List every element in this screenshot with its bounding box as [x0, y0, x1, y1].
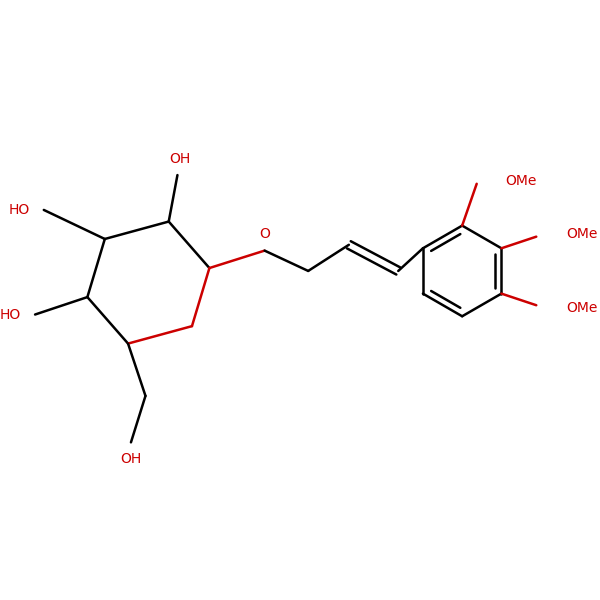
Text: HO: HO: [9, 203, 30, 217]
Text: OH: OH: [170, 152, 191, 166]
Text: OH: OH: [121, 452, 142, 466]
Text: OMe: OMe: [566, 301, 598, 315]
Text: OMe: OMe: [506, 174, 537, 188]
Text: OMe: OMe: [566, 227, 598, 241]
Text: HO: HO: [0, 308, 21, 322]
Text: O: O: [259, 227, 270, 241]
